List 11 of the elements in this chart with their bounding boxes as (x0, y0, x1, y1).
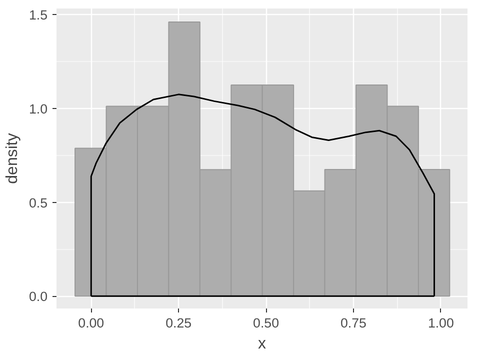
x-tick-label: 0.50 (253, 316, 280, 330)
x-tick-label: 0.25 (166, 316, 192, 330)
y-axis-title: density (4, 133, 21, 184)
y-tick-label: 1.5 (28, 8, 48, 23)
x-tick-label: 0.00 (78, 316, 104, 330)
x-tick-label: 0.75 (340, 316, 366, 330)
y-tick-label: 0.0 (28, 289, 48, 304)
y-tick-label: 1.0 (28, 102, 48, 116)
x-axis-title: x (258, 336, 266, 352)
x-tick-label: 1.00 (428, 316, 454, 330)
y-tick-label: 0.5 (28, 195, 48, 210)
